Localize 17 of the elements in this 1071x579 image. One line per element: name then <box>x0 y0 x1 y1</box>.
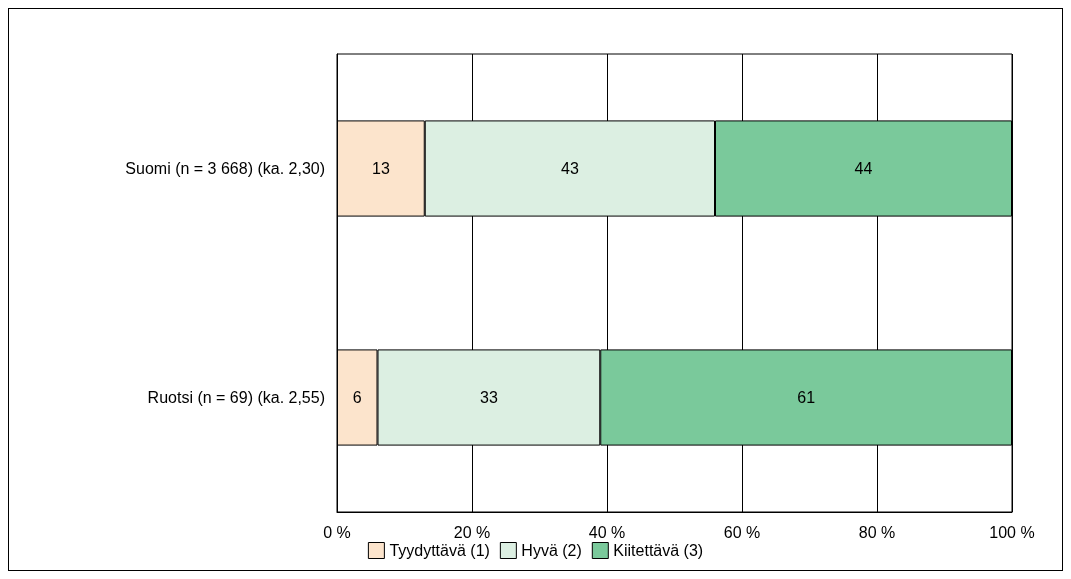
legend-label: Kiitettävä (3) <box>613 542 704 559</box>
data-label: 44 <box>854 160 873 177</box>
x-tick-label: 80 % <box>858 523 896 541</box>
x-tick-label: 20 % <box>453 523 491 541</box>
y-tick-label: Ruotsi (n = 69) (ka. 2,55) <box>147 389 325 406</box>
y-tick-label: Suomi (n = 3 668) (ka. 2,30) <box>125 160 325 177</box>
data-label: 33 <box>479 389 498 406</box>
data-label: 13 <box>371 160 390 177</box>
data-label: 6 <box>352 389 362 406</box>
x-tick-label: 0 % <box>323 523 351 541</box>
legend-label: Tyydyttävä (1) <box>389 542 490 559</box>
data-label: 43 <box>560 160 579 177</box>
x-tick-label: 40 % <box>588 523 626 541</box>
legend-label: Hyvä (2) <box>521 542 582 559</box>
data-label: 61 <box>797 389 816 406</box>
x-tick-label: 60 % <box>723 523 761 541</box>
x-tick-label: 100 % <box>989 523 1035 541</box>
